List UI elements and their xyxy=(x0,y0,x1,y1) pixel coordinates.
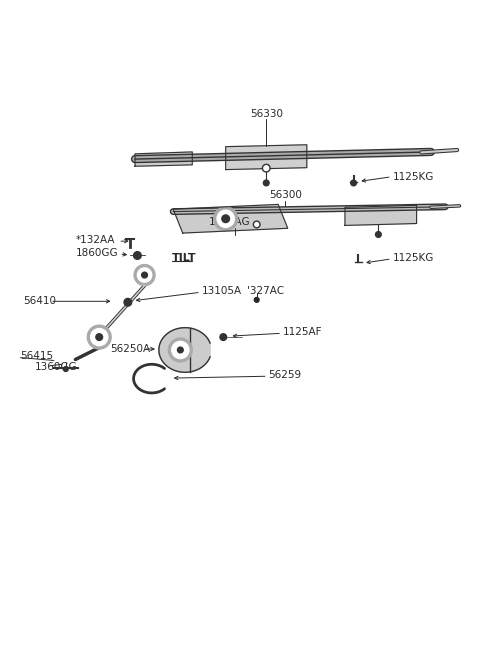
Circle shape xyxy=(91,328,108,346)
Circle shape xyxy=(137,268,152,283)
Circle shape xyxy=(168,338,192,362)
Text: 56415: 56415 xyxy=(21,351,54,361)
Circle shape xyxy=(172,342,189,359)
Circle shape xyxy=(178,347,183,353)
Text: 56330: 56330 xyxy=(250,108,283,118)
Text: 1360GG: 1360GG xyxy=(35,361,77,372)
Text: 1125KG: 1125KG xyxy=(393,253,434,263)
Circle shape xyxy=(255,223,259,227)
Text: 56250A: 56250A xyxy=(110,344,150,353)
Circle shape xyxy=(220,334,227,340)
Circle shape xyxy=(87,325,111,349)
Circle shape xyxy=(142,272,147,278)
Text: *132AA: *132AA xyxy=(75,235,115,245)
Circle shape xyxy=(96,334,103,340)
Circle shape xyxy=(63,367,68,371)
Text: 1860GG: 1860GG xyxy=(75,248,118,258)
Polygon shape xyxy=(345,206,417,225)
Text: 56300: 56300 xyxy=(269,190,302,200)
Text: '327AC: '327AC xyxy=(247,286,284,296)
Text: 1125AF: 1125AF xyxy=(283,327,323,337)
Circle shape xyxy=(264,166,269,171)
Circle shape xyxy=(217,210,234,227)
Circle shape xyxy=(263,164,270,172)
Circle shape xyxy=(254,298,259,302)
Polygon shape xyxy=(173,204,288,233)
Circle shape xyxy=(375,232,381,237)
Circle shape xyxy=(253,221,260,228)
Text: 56259: 56259 xyxy=(269,371,302,380)
Circle shape xyxy=(134,265,155,286)
Circle shape xyxy=(264,180,269,186)
Polygon shape xyxy=(159,328,210,373)
Text: 1125KG: 1125KG xyxy=(393,171,434,182)
Circle shape xyxy=(222,215,229,223)
Text: TILT: TILT xyxy=(172,253,197,263)
Text: 13105A: 13105A xyxy=(202,286,242,296)
Circle shape xyxy=(124,298,132,306)
Text: 56410: 56410 xyxy=(23,296,56,306)
Text: 1327AG: 1327AG xyxy=(209,217,250,227)
Polygon shape xyxy=(135,152,192,166)
Circle shape xyxy=(214,207,238,231)
Circle shape xyxy=(351,180,357,186)
Circle shape xyxy=(133,252,141,260)
Polygon shape xyxy=(226,145,307,170)
